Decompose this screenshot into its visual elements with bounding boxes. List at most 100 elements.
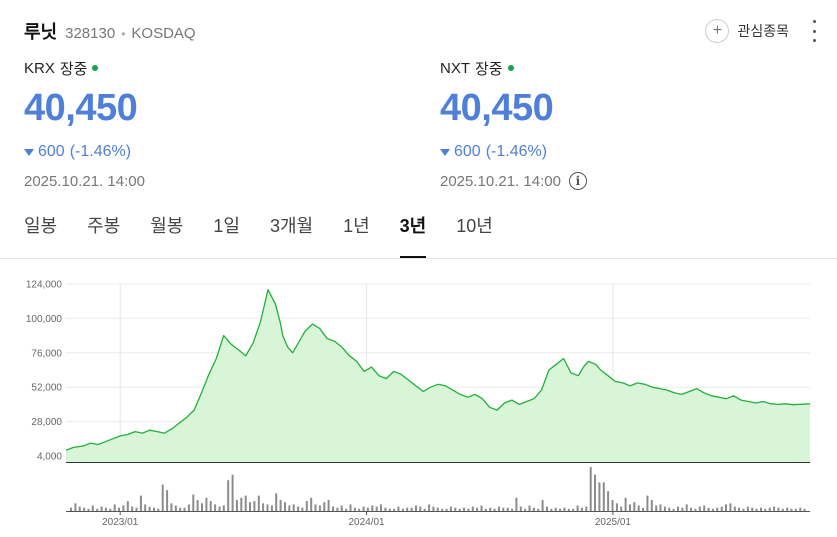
more-dot <box>812 39 816 42</box>
volume-bar <box>292 504 295 511</box>
volume-bar <box>279 500 282 511</box>
volume-bar <box>580 507 583 511</box>
chart-area <box>65 289 811 462</box>
volume-bar <box>214 504 217 511</box>
volume-bar <box>781 508 784 511</box>
y-tick-label: 124,000 <box>26 280 63 291</box>
volume-bar <box>803 508 806 511</box>
volume-bar <box>519 506 522 511</box>
tab-1-day[interactable]: 1일 <box>213 216 240 236</box>
volume-bar <box>524 508 527 511</box>
tab-3-years[interactable]: 3년 <box>399 212 426 258</box>
tab-3-months[interactable]: 3개월 <box>269 216 314 236</box>
volume-bar <box>384 507 387 511</box>
volume-bar <box>480 505 483 511</box>
volume-bar <box>720 506 723 511</box>
krx-change-value: 600 <box>38 143 65 160</box>
volume-bar <box>742 508 745 511</box>
volume-bar <box>454 507 457 511</box>
volume-bar <box>707 507 710 511</box>
volume-bar <box>432 506 435 511</box>
volume-bar <box>484 508 487 511</box>
y-axis-ticks: 124,000 100,000 76,000 52,000 28,000 4,000 <box>26 280 63 463</box>
volume-bar <box>633 502 636 511</box>
volume-bar <box>511 508 514 511</box>
volume-bar <box>340 505 343 511</box>
volume-bar <box>559 508 562 511</box>
y-tick-label: 4,000 <box>37 452 62 463</box>
krx-change-pct: (-1.46%) <box>69 143 132 160</box>
volume-bar <box>498 506 500 511</box>
volume-bar <box>183 507 186 511</box>
volume-bar <box>244 495 247 511</box>
volume-bar <box>406 507 409 511</box>
volume-bar <box>332 506 334 511</box>
price-chart[interactable]: 124,000 100,000 76,000 52,000 28,000 4,000 20… <box>0 262 837 537</box>
volume-bar <box>126 501 129 511</box>
volume-bar <box>655 505 658 511</box>
volume-bar <box>751 507 754 511</box>
volume-bar <box>506 507 509 511</box>
volume-bar <box>222 505 225 511</box>
tab-1-year[interactable]: 1년 <box>343 216 370 236</box>
tab-monthly[interactable]: 월봉 <box>150 216 184 236</box>
krx-change: 600 (-1.46%) <box>24 142 324 162</box>
volume-bar <box>231 474 234 511</box>
volume-bar <box>629 504 631 511</box>
volume-bar <box>755 508 758 511</box>
more-dot <box>812 29 816 33</box>
volume-bar <box>642 507 645 511</box>
y-tick-label: 52,000 <box>31 383 62 394</box>
x-tick-label: 2023/01 <box>102 517 139 528</box>
volume-bar <box>746 506 749 511</box>
volume-bar <box>358 508 361 511</box>
volume-bar <box>615 503 618 511</box>
nxt-datetime: 2025.10.21. 14:00 <box>440 172 561 190</box>
volume-bar <box>607 491 610 511</box>
volume-bar <box>327 500 330 511</box>
more-dot <box>812 20 816 23</box>
volume-bar <box>428 504 431 511</box>
volume-bar <box>541 500 544 511</box>
volume-bar <box>528 505 531 511</box>
add-watchlist-button[interactable]: + 관심종목 <box>705 18 789 44</box>
volume-bar <box>301 507 304 511</box>
volume-bar <box>305 501 308 511</box>
volume-bar <box>96 508 99 511</box>
volume-bar <box>777 507 780 511</box>
volume-bar <box>799 507 802 511</box>
tab-daily[interactable]: 일봉 <box>24 216 58 236</box>
info-icon[interactable]: i <box>568 172 587 190</box>
volume-bar <box>711 508 714 511</box>
volume-bar <box>87 508 90 511</box>
tab-10-years[interactable]: 10년 <box>456 216 493 236</box>
volume-bar <box>467 508 470 511</box>
volume-bar <box>602 482 605 511</box>
volume-bars <box>70 467 806 511</box>
volume-bar <box>760 507 762 511</box>
volume-bar <box>585 506 588 511</box>
volume-bar <box>419 506 422 511</box>
volume-bar <box>144 504 147 511</box>
krx-price: 40,450 <box>24 87 138 129</box>
volume-bar <box>240 497 243 511</box>
down-triangle-icon <box>24 148 34 156</box>
volume-bar <box>790 508 793 511</box>
price-area-fill <box>66 289 810 462</box>
volume-bar <box>113 504 116 511</box>
volume-bar <box>733 506 736 511</box>
nxt-change-pct: (-1.46%) <box>485 143 548 160</box>
volume-bar <box>738 507 741 511</box>
more-vertical-icon[interactable] <box>809 20 819 42</box>
x-tick-label: 2025/01 <box>595 517 632 528</box>
x-axis-ticks: 2023/01 2024/01 2025/01 <box>66 511 810 528</box>
volume-bar <box>423 508 426 511</box>
volume-bar <box>546 506 548 511</box>
nxt-price: 40,450 <box>440 87 554 129</box>
tab-weekly[interactable]: 주봉 <box>87 216 121 236</box>
volume-bar <box>161 484 164 511</box>
volume-bar <box>694 508 697 511</box>
volume-bar <box>567 508 570 511</box>
volume-bar <box>672 508 675 511</box>
volume-bar <box>153 507 155 511</box>
